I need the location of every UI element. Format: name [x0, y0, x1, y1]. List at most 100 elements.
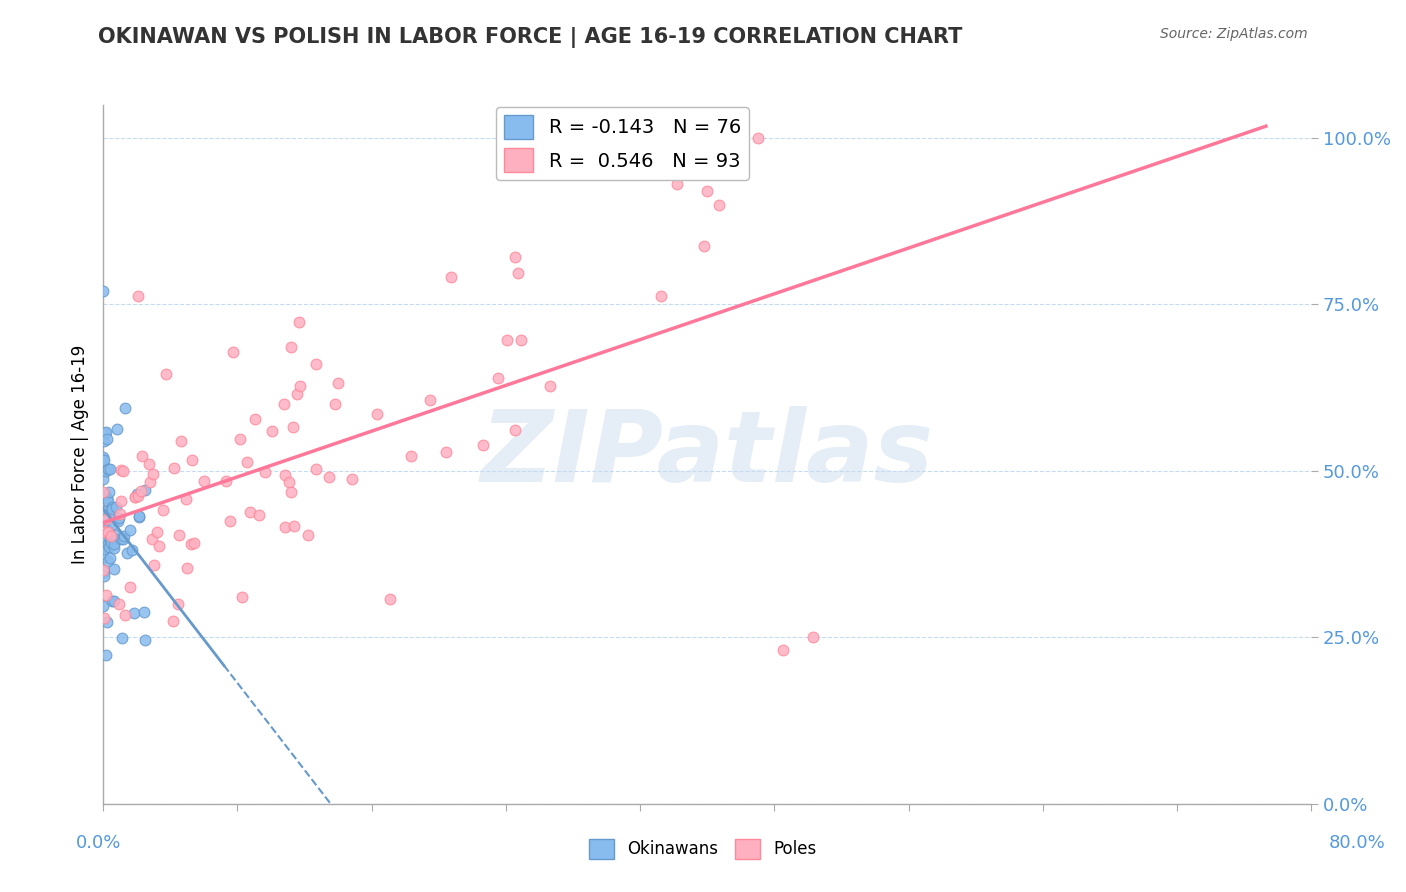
- Point: [122, 606, 145, 620]
- Point: [505, 423, 527, 437]
- Point: [132, 605, 155, 619]
- Point: [110, 507, 132, 521]
- Point: [297, 528, 319, 542]
- Point: [134, 483, 156, 498]
- Y-axis label: In Labor Force | Age 16-19: In Labor Force | Age 16-19: [72, 344, 89, 564]
- Point: [709, 198, 731, 212]
- Point: [98, 508, 121, 522]
- Point: [118, 580, 141, 594]
- Legend: R = -0.143   N = 76, R =  0.546   N = 93: R = -0.143 N = 76, R = 0.546 N = 93: [496, 107, 749, 180]
- Point: [152, 502, 174, 516]
- Point: [650, 289, 672, 303]
- Point: [747, 130, 769, 145]
- Point: [91, 541, 114, 555]
- Point: [94, 425, 117, 440]
- Point: [399, 449, 422, 463]
- Point: [163, 460, 186, 475]
- Point: [93, 488, 115, 502]
- Text: OKINAWAN VS POLISH IN LABOR FORCE | AGE 16-19 CORRELATION CHART: OKINAWAN VS POLISH IN LABOR FORCE | AGE …: [98, 27, 963, 48]
- Point: [193, 475, 215, 489]
- Point: [96, 432, 118, 446]
- Point: [98, 462, 121, 476]
- Point: [103, 594, 125, 608]
- Point: [128, 508, 150, 523]
- Point: [124, 490, 146, 504]
- Point: [142, 558, 165, 573]
- Point: [91, 485, 114, 500]
- Point: [96, 588, 118, 602]
- Point: [290, 379, 312, 393]
- Text: Source: ZipAtlas.com: Source: ZipAtlas.com: [1160, 27, 1308, 41]
- Point: [141, 532, 163, 546]
- Point: [91, 453, 114, 467]
- Point: [222, 345, 245, 359]
- Point: [91, 549, 114, 564]
- Point: [287, 315, 309, 329]
- Point: [305, 357, 328, 371]
- Point: [114, 608, 136, 623]
- Point: [434, 445, 457, 459]
- Point: [280, 484, 302, 499]
- Point: [283, 420, 305, 434]
- Point: [93, 453, 115, 467]
- Point: [91, 487, 114, 501]
- Point: [114, 401, 136, 415]
- Point: [127, 288, 149, 302]
- Point: [280, 340, 302, 354]
- Point: [801, 630, 824, 644]
- Point: [229, 432, 252, 446]
- Point: [120, 523, 142, 537]
- Point: [91, 450, 114, 464]
- Point: [94, 524, 117, 539]
- Point: [94, 488, 117, 502]
- Point: [503, 251, 526, 265]
- Point: [100, 532, 122, 546]
- Point: [94, 541, 117, 556]
- Point: [138, 475, 160, 489]
- Point: [110, 494, 132, 508]
- Point: [167, 597, 190, 611]
- Point: [419, 393, 441, 408]
- Point: [91, 563, 114, 577]
- Point: [218, 514, 240, 528]
- Point: [162, 615, 184, 629]
- Point: [105, 422, 128, 436]
- Point: [274, 520, 297, 534]
- Point: [696, 184, 718, 198]
- Point: [245, 411, 267, 425]
- Point: [94, 425, 117, 439]
- Point: [121, 543, 143, 558]
- Point: [183, 536, 205, 550]
- Point: [273, 397, 295, 411]
- Point: [239, 505, 262, 519]
- Text: 0.0%: 0.0%: [76, 834, 121, 852]
- Point: [91, 455, 114, 469]
- Point: [93, 565, 115, 579]
- Point: [94, 525, 117, 540]
- Text: 80.0%: 80.0%: [1329, 834, 1385, 852]
- Point: [231, 591, 253, 605]
- Legend: Okinawans, Poles: Okinawans, Poles: [582, 832, 824, 866]
- Point: [236, 455, 259, 469]
- Point: [101, 500, 124, 515]
- Point: [114, 529, 136, 543]
- Point: [93, 611, 115, 625]
- Point: [180, 453, 202, 467]
- Point: [94, 509, 117, 524]
- Point: [495, 333, 517, 347]
- Point: [91, 488, 114, 502]
- Point: [103, 528, 125, 542]
- Point: [94, 464, 117, 478]
- Point: [692, 239, 714, 253]
- Point: [105, 500, 128, 514]
- Point: [97, 494, 120, 508]
- Point: [93, 531, 115, 545]
- Point: [111, 464, 134, 478]
- Point: [127, 489, 149, 503]
- Point: [94, 648, 117, 662]
- Point: [91, 284, 114, 298]
- Point: [91, 599, 114, 613]
- Point: [247, 508, 270, 523]
- Point: [305, 462, 328, 476]
- Point: [110, 463, 132, 477]
